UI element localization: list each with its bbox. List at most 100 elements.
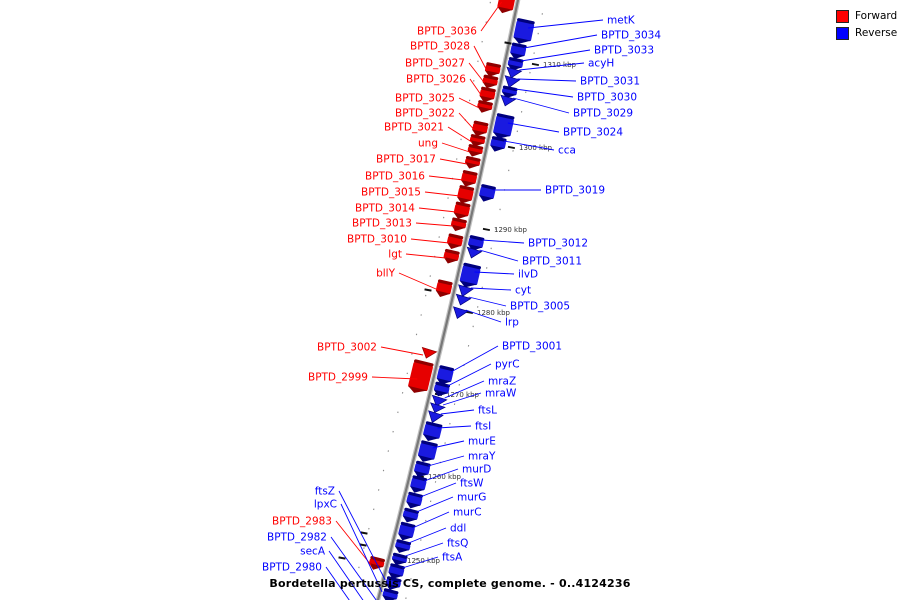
gene-label-bllY[interactable]: bllY [376,268,395,280]
gene-label-BPTD_3030[interactable]: BPTD_3030 [577,92,637,104]
gene-glyph-BPTD_3010[interactable] [446,233,464,251]
gene-label-pyrC[interactable]: pyrC [495,359,520,371]
gene-label-cca[interactable]: cca [558,145,576,157]
gene-label-BPTD_3002[interactable]: BPTD_3002 [317,342,377,354]
gene-glyph-acyH[interactable] [505,66,523,79]
gene-glyph-lrp[interactable] [451,306,469,321]
gene-glyph-metK[interactable] [512,18,535,46]
gene-label-secA[interactable]: secA [300,546,326,558]
gene-label-ddl[interactable]: ddl [450,523,466,535]
gene-glyph-BPTD_3036[interactable] [496,0,517,15]
gene-label-acyH[interactable]: acyH [588,58,614,70]
gene-label-BPTD_3011[interactable]: BPTD_3011 [522,256,582,268]
gene-label-ftsI[interactable]: ftsI [475,421,491,433]
gene-label-BPTD_3005[interactable]: BPTD_3005 [510,301,570,313]
gene-label-BPTD_3021[interactable]: BPTD_3021 [384,122,444,134]
gene-label-BPTD_3036[interactable]: BPTD_3036 [417,26,477,38]
gene-glyph-lpxC[interactable] [381,588,399,600]
gene-label-BPTD_3027[interactable]: BPTD_3027 [405,58,465,70]
gene-glyph-ftsL[interactable] [426,410,444,425]
gene-label-ftsW[interactable]: ftsW [460,478,484,490]
gene-label-BPTD_3029[interactable]: BPTD_3029 [573,108,633,120]
gene-glyph-murC[interactable] [397,521,416,542]
gene-glyph-bllY[interactable] [435,279,453,299]
gene-label-BPTD_3033[interactable]: BPTD_3033 [594,45,654,57]
gene-label-BPTD_2982[interactable]: BPTD_2982 [267,532,327,544]
gene-label-BPTD_3014[interactable]: BPTD_3014 [355,203,415,215]
gene-glyph-BPTD_3005[interactable] [454,293,472,307]
gene-label-BPTD_3001[interactable]: BPTD_3001 [502,341,562,353]
gene-glyph-BPTD_3025[interactable] [476,100,493,115]
gene-glyph-BPTD_3019[interactable] [478,184,496,204]
gene-label-BPTD_3016[interactable]: BPTD_3016 [365,171,425,183]
gene-label-lpxC[interactable]: lpxC [314,499,337,511]
gene-glyph-BPTD_3014[interactable] [452,201,471,221]
gene-label-murD[interactable]: murD [462,464,491,476]
gene-label-murG[interactable]: murG [457,492,486,504]
gene-glyph-ftsQ[interactable] [390,552,408,567]
gene-glyph-murG[interactable] [401,507,419,524]
gene-label-BPTD_3024[interactable]: BPTD_3024 [563,127,623,139]
gene-label-BPTD_3026[interactable]: BPTD_3026 [406,74,466,86]
gene-glyph-BPTD_3026[interactable] [478,86,496,104]
gene-glyph-mraW[interactable] [429,402,446,415]
gene-glyph-BPTD_3013[interactable] [450,217,468,233]
gene-label-mraZ[interactable]: mraZ [488,376,516,388]
gene-label-BPTD_3034[interactable]: BPTD_3034 [601,30,661,42]
gene-glyph-BPTD_3002[interactable] [420,346,438,360]
gene-label-BPTD_3017[interactable]: BPTD_3017 [376,154,436,166]
gene-label-ftsL[interactable]: ftsL [478,405,497,417]
gene-glyph-ftsI[interactable] [422,421,443,444]
gene-glyph-BPTD_3015[interactable] [456,185,475,206]
gene-glyph-BPTD_3029[interactable] [499,94,517,107]
gene-label-mraW[interactable]: mraW [485,388,517,400]
gene-glyph-lgt[interactable] [442,248,460,266]
gene-label-murE[interactable]: murE [468,436,496,448]
gene-glyph-BPTD_3012[interactable] [467,235,485,253]
gene-label-ung[interactable]: ung [418,138,438,150]
gene-label-BPTD_3013[interactable]: BPTD_3013 [352,218,412,230]
gene-glyph-ftsW[interactable] [405,491,423,510]
gene-label-cyt[interactable]: cyt [515,285,531,297]
gene-glyph-mraY[interactable] [413,460,431,479]
gene-label-BPTD_3031[interactable]: BPTD_3031 [580,76,640,88]
gene-label-BPTD_3010[interactable]: BPTD_3010 [347,234,407,246]
gene-glyph-mraZ[interactable] [430,394,448,408]
gene-label-BPTD_3022[interactable]: BPTD_3022 [395,108,455,120]
gene-glyph-murD[interactable] [409,475,428,495]
gene-glyph-BPTD_3016[interactable] [460,170,478,189]
gene-glyph-pyrC[interactable] [433,381,451,398]
gene-glyph-BPTD_2999[interactable] [407,359,434,396]
gene-label-mraY[interactable]: mraY [468,451,496,463]
gene-glyph-ilvD[interactable] [458,262,482,289]
gene-label-lrp[interactable]: lrp [505,317,519,329]
gene-label-BPTD_3019[interactable]: BPTD_3019 [545,185,605,197]
gene-glyph-BPTD_3034[interactable] [509,42,527,61]
gene-label-murC[interactable]: murC [453,507,482,519]
gene-glyph-ung[interactable] [466,144,484,159]
gene-glyph-murE[interactable] [417,440,439,464]
gene-label-metK[interactable]: metK [607,15,636,27]
gene-label-ilvD[interactable]: ilvD [518,269,538,281]
gene-glyph-BPTD_3027[interactable] [481,74,499,90]
gene-glyph-cyt[interactable] [456,284,474,299]
gene-glyph-BPTD_3022[interactable] [471,120,489,138]
gene-label-BPTD_3025[interactable]: BPTD_3025 [395,93,455,105]
gene-label-ftsA[interactable]: ftsA [442,552,463,564]
gene-label-BPTD_3012[interactable]: BPTD_3012 [528,238,588,250]
gene-label-BPTD_2980[interactable]: BPTD_2980 [262,562,322,574]
gene-label-lgt[interactable]: lgt [388,249,402,261]
gene-label-BPTD_3015[interactable]: BPTD_3015 [361,187,421,199]
gene-label-BPTD_2983[interactable]: BPTD_2983 [272,516,332,528]
gene-label-ftsQ[interactable]: ftsQ [447,538,468,550]
gene-label-ftsZ[interactable]: ftsZ [315,486,335,498]
gene-label-BPTD_3028[interactable]: BPTD_3028 [410,41,470,53]
gene-glyph-BPTD_3028[interactable] [484,62,502,79]
gene-glyph-cca[interactable] [489,136,507,154]
gene-glyph-BPTD_3011[interactable] [465,246,483,260]
gene-glyph-BPTD_3031[interactable] [503,75,521,89]
gene-glyph-ddl[interactable] [394,539,412,555]
gene-glyph-ftsZ[interactable] [384,576,402,592]
gene-glyph-BPTD_3017[interactable] [464,156,481,171]
gene-label-BPTD_2999[interactable]: BPTD_2999 [308,372,368,384]
